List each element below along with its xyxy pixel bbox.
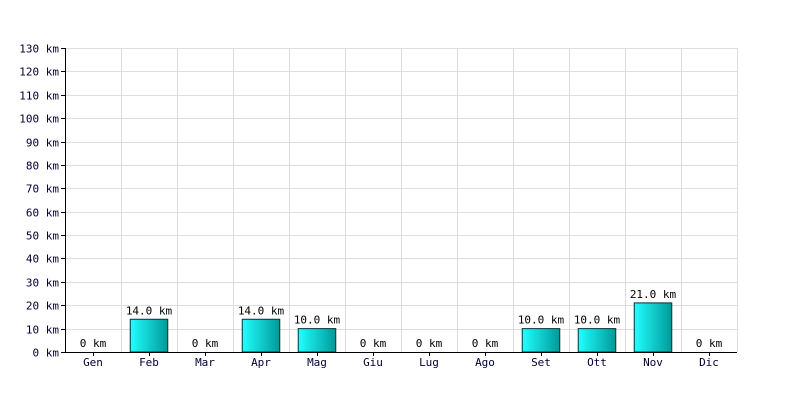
y-tick-label: 50 km	[26, 230, 59, 243]
y-tick-label: 90 km	[26, 137, 59, 150]
x-tick-label-lug: Lug	[419, 356, 439, 369]
x-tick-label-apr: Apr	[251, 356, 271, 369]
x-tick-label-ago: Ago	[475, 356, 495, 369]
data-label-mag: 10.0 km	[294, 314, 341, 327]
y-tick-label: 10 km	[26, 324, 59, 337]
bar-nov	[633, 302, 673, 353]
data-label-set: 10.0 km	[518, 314, 565, 327]
y-tick-label: 110 km	[19, 90, 59, 103]
x-tick-label-feb: Feb	[139, 356, 159, 369]
data-label-giu: 0 km	[360, 337, 387, 350]
bar-feb	[129, 318, 169, 353]
bar-apr	[241, 318, 281, 353]
data-label-ott: 10.0 km	[574, 314, 621, 327]
data-label-dic: 0 km	[696, 337, 723, 350]
data-label-feb: 14.0 km	[126, 304, 173, 317]
grid	[65, 48, 738, 352]
data-label-ago: 0 km	[472, 337, 499, 350]
x-tick-label-mar: Mar	[195, 356, 215, 369]
y-tick-label: 130 km	[19, 43, 59, 56]
y-tick-label: 20 km	[26, 300, 59, 313]
data-label-lug: 0 km	[416, 337, 443, 350]
x-tick-label-set: Set	[531, 356, 551, 369]
y-tick-label: 120 km	[19, 66, 59, 79]
data-label-apr: 14.0 km	[238, 304, 285, 317]
data-label-gen: 0 km	[80, 337, 107, 350]
x-tick-label-ott: Ott	[587, 356, 607, 369]
bar-mag	[297, 328, 337, 353]
bar-ott	[577, 328, 617, 353]
axes	[61, 48, 737, 356]
x-tick-label-dic: Dic	[699, 356, 719, 369]
y-tick-label: 100 km	[19, 113, 59, 126]
labels: 0 km 10 km 20 km 30 km 40 km 50 km 60 km 70 km 8…	[19, 43, 722, 370]
bar-set	[521, 328, 561, 353]
x-tick-label-nov: Nov	[643, 356, 663, 369]
y-tick-label: 80 km	[26, 160, 59, 173]
y-tick-label: 30 km	[26, 277, 59, 290]
x-tick-label-mag: Mag	[307, 356, 327, 369]
data-label-mar: 0 km	[192, 337, 219, 350]
x-tick-label-gen: Gen	[83, 356, 103, 369]
y-tick-label: 0 km	[33, 347, 60, 360]
x-tick-label-giu: Giu	[363, 356, 383, 369]
data-label-nov: 21.0 km	[630, 288, 677, 301]
bars	[129, 302, 673, 353]
y-tick-label: 70 km	[26, 183, 59, 196]
y-tick-label: 60 km	[26, 207, 59, 220]
y-tick-label: 40 km	[26, 253, 59, 266]
